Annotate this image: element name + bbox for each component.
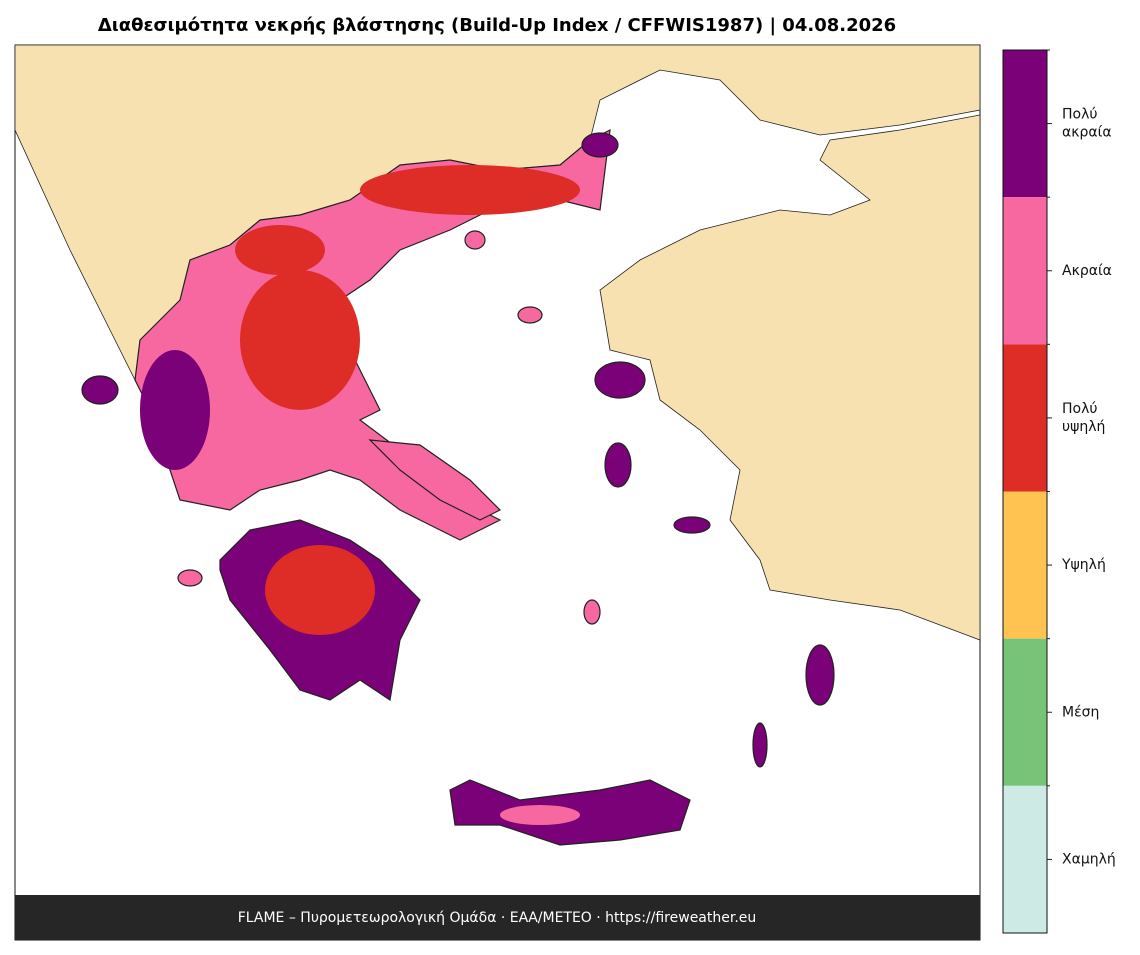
island — [752, 722, 768, 768]
turkey — [599, 114, 981, 641]
colorbar-label: Υψηλή — [1061, 557, 1106, 573]
region-patch — [240, 270, 360, 410]
region-patch — [235, 225, 325, 275]
colorbar-label: Πολύ — [1062, 107, 1097, 123]
colorbar-label: Μέση — [1062, 704, 1099, 720]
colorbar-label: Ακραία — [1062, 263, 1112, 279]
footer-bar — [15, 895, 980, 940]
island — [517, 306, 543, 324]
colorbar-label: Πολύ — [1062, 401, 1097, 417]
colorbar-segment — [1003, 50, 1047, 198]
colorbar: Πολύ ακραία Ακραία Πολύ υψηλή Υψηλή Μέση Χαμηλή — [1002, 49, 1116, 934]
colorbar-segment — [1003, 785, 1047, 933]
colorbar-segment — [1003, 491, 1047, 639]
island — [594, 361, 646, 399]
map-title: Διαθεσιμότητα νεκρής βλάστησης (Build-Up… — [98, 15, 896, 36]
region-patch — [360, 165, 580, 215]
region-patch — [265, 545, 375, 635]
colorbar-label: υψηλή — [1062, 419, 1105, 435]
island — [81, 375, 119, 405]
island — [583, 599, 601, 625]
colorbar-frame — [1002, 49, 1048, 934]
region-patch — [140, 350, 210, 470]
colorbar-segment — [1003, 344, 1047, 492]
colorbar-label: Χαμηλή — [1062, 851, 1116, 867]
footer-text: FLAME – Πυρομετεωρολογική Ομάδα · ΕΑΑ/ME… — [238, 910, 757, 926]
island — [177, 569, 203, 587]
island — [581, 132, 619, 158]
map: FLAME – Πυρομετεωρολογική Ομάδα · ΕΑΑ/ME… — [14, 44, 981, 941]
colorbar-segment — [1003, 638, 1047, 786]
island — [604, 442, 632, 488]
region-patch — [500, 805, 580, 825]
island — [673, 516, 711, 534]
island — [805, 644, 835, 706]
island — [464, 230, 486, 250]
colorbar-label: ακραία — [1062, 125, 1112, 141]
colorbar-segment — [1003, 197, 1047, 345]
evia — [368, 439, 502, 521]
